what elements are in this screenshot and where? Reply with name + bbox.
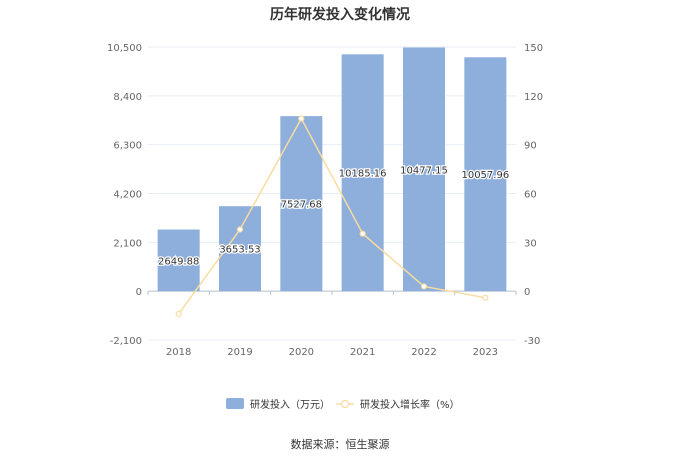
bar — [403, 47, 445, 292]
bar-value-label: 2649.88 — [158, 256, 199, 267]
bar — [157, 229, 200, 292]
y-left-tick-label: 10,500 — [107, 43, 142, 54]
growth-rate-point — [236, 226, 244, 233]
growth-rate-line — [178, 117, 486, 315]
bar-value-label: 10185.16 — [339, 169, 387, 180]
x-tick-label: 2023 — [473, 347, 498, 358]
y-left-tick-label: -2,100 — [110, 336, 142, 347]
y-left-tick-label: 6,300 — [113, 141, 142, 152]
growth-rate-point — [420, 283, 428, 290]
x-tick-label: 2020 — [289, 347, 314, 358]
bar-value-label: 7527.68 — [281, 200, 322, 211]
y-left-tick-label: 4,200 — [113, 190, 142, 201]
legend-line-label: 研发投入增长率（%） — [360, 398, 460, 411]
x-tick-label: 2018 — [166, 347, 191, 358]
bar — [464, 57, 507, 292]
y-right-tick-label: 30 — [524, 238, 537, 249]
growth-rate-point — [298, 115, 305, 122]
bar-value-label: 3653.53 — [219, 245, 260, 256]
x-tick-label: 2021 — [350, 347, 375, 358]
growth-rate-point — [175, 310, 182, 318]
legend-bar-swatch — [226, 398, 244, 409]
y-right-tick-label: 120 — [524, 92, 543, 103]
legend-line-marker — [340, 399, 350, 409]
growth-rate-point — [482, 294, 489, 301]
bar — [341, 54, 384, 292]
y-left-tick-label: 2,100 — [113, 238, 142, 249]
y-right-tick-label: 0 — [524, 287, 530, 298]
legend-bar-label: 研发投入（万元） — [250, 398, 330, 411]
combo-chart: -2,100 0 2,100 4,200 6,300 8,400 10,500 -30 0 30 6… — [107, 43, 543, 411]
growth-rate-point — [359, 230, 366, 237]
bar-value-label: 10057.96 — [461, 170, 509, 181]
x-tick-label: 2019 — [227, 347, 252, 358]
y-left-tick-label: 8,400 — [113, 92, 142, 103]
bar-value-label: 10477.15 — [400, 165, 448, 176]
x-tick-label: 2022 — [411, 347, 436, 358]
y-right-tick-label: 90 — [524, 141, 537, 152]
y-right-tick-label: -30 — [524, 336, 540, 347]
chart-title: 历年研发投入变化情况 — [270, 7, 410, 23]
y-right-tick-label: 150 — [524, 43, 543, 54]
y-right-tick-label: 60 — [524, 190, 537, 201]
data-source-note: 数据来源：恒生聚源 — [290, 438, 390, 451]
y-left-tick-label: 0 — [136, 287, 142, 298]
